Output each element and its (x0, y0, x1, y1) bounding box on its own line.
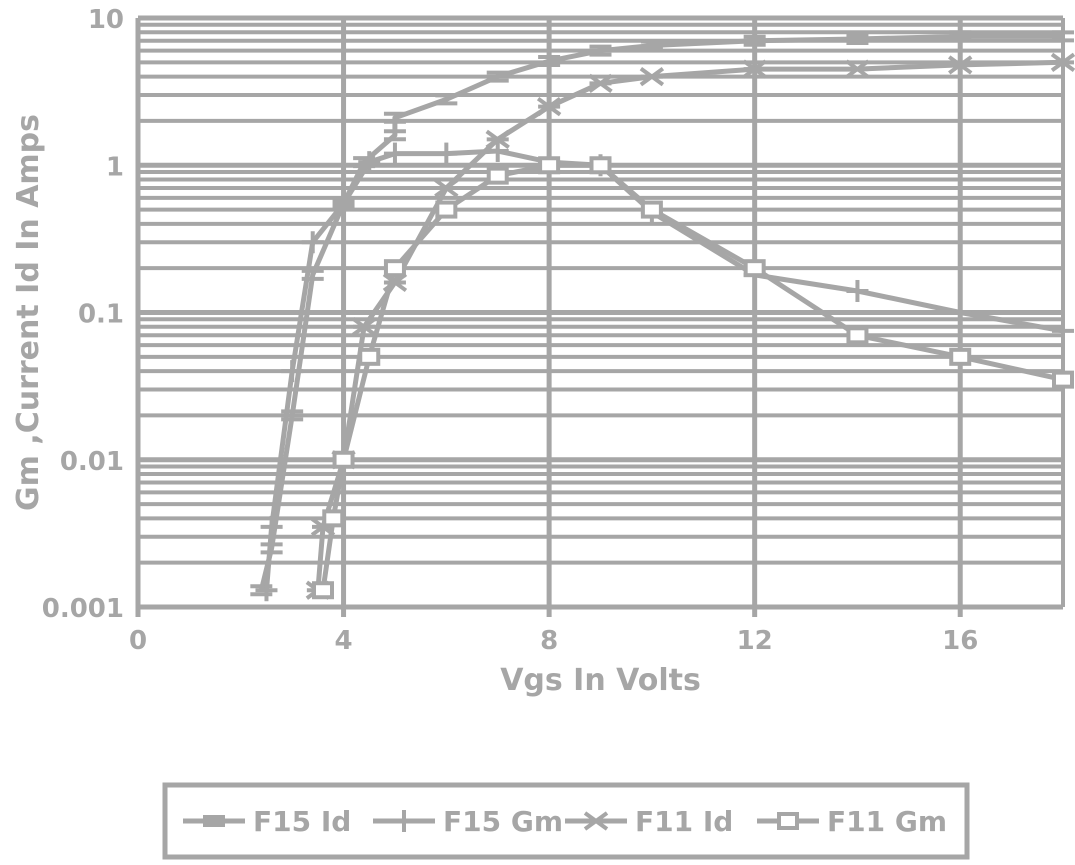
x-tick-label: 16 (942, 626, 978, 656)
data-point (743, 34, 766, 47)
data-point (486, 70, 509, 83)
data-point (949, 30, 972, 43)
axes: Vgs In Volts Gm ,Current Id In Amps 0 4 8 1… (11, 5, 978, 698)
data-point (203, 815, 225, 827)
data-point (742, 59, 767, 79)
y-tick-label: 0.1 (78, 300, 124, 330)
data-point (393, 810, 415, 832)
x-tick-label: 4 (335, 626, 353, 656)
data-point (777, 812, 799, 830)
data-point (1052, 319, 1074, 342)
data-point (1052, 30, 1074, 43)
series-layer (250, 30, 1075, 602)
x-axis-title: Vgs In Volts (500, 663, 701, 698)
data-point (538, 156, 561, 175)
data-point (589, 156, 612, 175)
y-tick-label: 0.001 (42, 594, 124, 624)
legend-entry: F11 Gm (757, 805, 947, 838)
data-point (358, 347, 381, 366)
data-point (640, 200, 663, 219)
data-point (435, 93, 458, 106)
data-point (583, 811, 609, 831)
data-point (435, 142, 458, 165)
data-point (281, 360, 304, 383)
data-point (435, 200, 458, 219)
series-f11-gm (312, 156, 1074, 600)
series-line (320, 162, 1064, 591)
legend-label: F15 Gm (443, 805, 563, 838)
data-point (332, 450, 355, 469)
y-tick-label: 1 (106, 152, 124, 182)
data-point (949, 347, 972, 366)
series-line (264, 148, 1064, 591)
legend-entry: F15 Gm (373, 805, 563, 838)
legend: F15 Id F15 Gm F11 Id F11 Gm (162, 782, 970, 860)
x-tick-label: 12 (737, 626, 773, 656)
data-point (301, 231, 324, 254)
data-point (486, 166, 509, 185)
data-point (948, 55, 973, 75)
data-point (332, 192, 355, 215)
data-point (255, 579, 278, 602)
legend-label: F11 Gm (827, 805, 947, 838)
data-point (383, 129, 406, 142)
data-point (640, 39, 663, 52)
series-f15-id (250, 30, 1074, 597)
data-point (639, 66, 665, 87)
legend-label: F11 Id (635, 805, 733, 838)
series-line (258, 33, 1063, 591)
x-tick-label: 8 (540, 626, 558, 656)
data-point (383, 259, 406, 278)
data-point (538, 55, 561, 68)
legend-label: F15 Id (253, 805, 351, 838)
legend-entry: F11 Id (565, 805, 733, 838)
data-point (312, 581, 334, 600)
data-point (260, 515, 283, 538)
data-point (949, 301, 972, 324)
data-point (351, 317, 377, 337)
y-axis-title: Gm ,Current Id In Amps (11, 114, 46, 511)
data-point (486, 139, 509, 162)
data-point (358, 151, 381, 174)
data-point (743, 259, 766, 278)
data-point (1050, 52, 1075, 72)
data-point (588, 73, 613, 93)
y-tick-label: 0.01 (60, 447, 124, 477)
data-point (322, 509, 345, 528)
data-point (845, 59, 870, 79)
data-point (1052, 370, 1074, 389)
data-point (485, 129, 510, 149)
y-tick-label: 10 (88, 5, 124, 35)
legend-entry: F15 Id (183, 805, 351, 838)
data-point (383, 111, 406, 124)
data-point (589, 44, 612, 57)
data-point (846, 33, 869, 46)
data-point (846, 326, 869, 345)
data-point (383, 142, 406, 165)
data-point (434, 178, 459, 198)
data-point (536, 97, 562, 117)
data-point (846, 279, 869, 302)
x-tick-label: 0 (129, 626, 147, 656)
